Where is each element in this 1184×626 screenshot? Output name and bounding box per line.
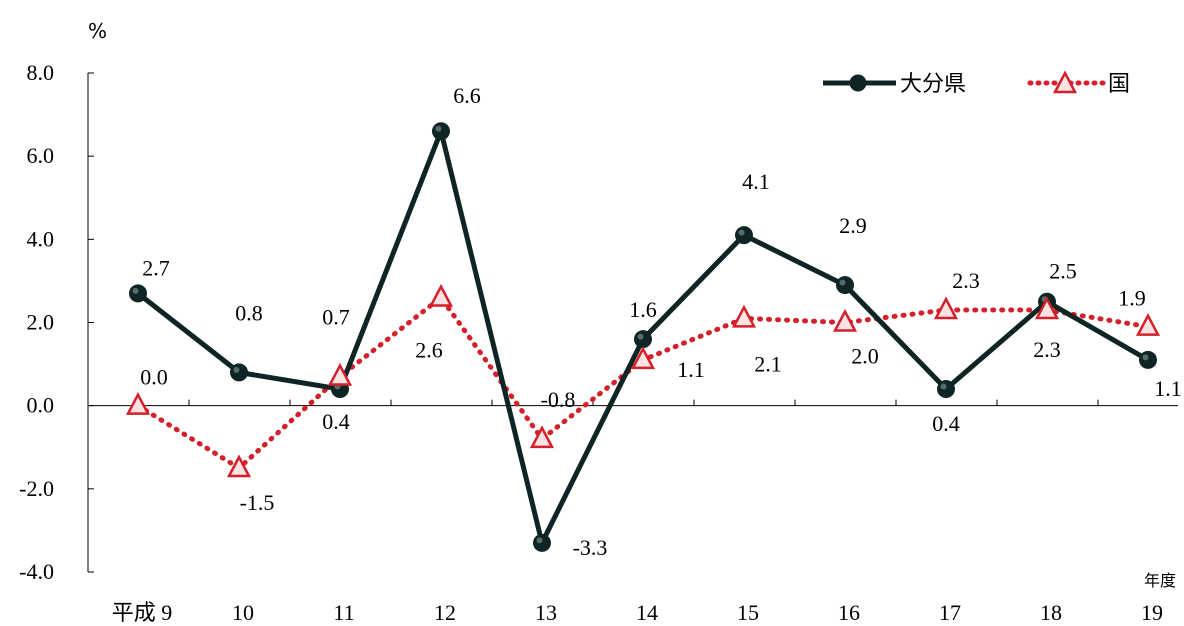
point-national	[529, 425, 555, 449]
data-label-oita: 6.6	[453, 83, 481, 108]
point-oita-highlight	[132, 287, 139, 294]
data-label-oita: 1.6	[629, 297, 657, 322]
x-tick-label: 16	[838, 600, 860, 625]
y-tick-label: 8.0	[27, 60, 55, 85]
y-tick-label: 6.0	[27, 143, 55, 168]
y-tick-label: 2.0	[27, 310, 55, 335]
point-oita-highlight	[1142, 354, 1149, 361]
point-oita	[432, 122, 450, 141]
data-label-oita: -3.3	[573, 535, 608, 560]
y-axis-unit-label: %	[88, 19, 107, 43]
data-label-national: 1.9	[1118, 286, 1146, 311]
y-tick-label: 0.0	[27, 393, 55, 418]
point-oita	[230, 363, 248, 382]
point-oita-highlight	[637, 333, 644, 340]
x-tick-label: 14	[636, 600, 658, 625]
point-oita-highlight	[940, 383, 947, 390]
data-label-national: -0.8	[541, 387, 576, 412]
point-oita-highlight	[839, 279, 846, 286]
point-oita	[129, 284, 147, 303]
x-tick-label: 13	[535, 600, 557, 625]
point-national	[630, 346, 656, 370]
y-tick-label: -4.0	[19, 559, 54, 584]
series-layer	[125, 122, 1161, 552]
data-label-national: -1.5	[240, 490, 275, 515]
point-oita-highlight	[738, 229, 745, 236]
point-national	[327, 362, 353, 386]
data-labels: 2.7 0.8 0.4 6.6 -3.3 1.6 4.1 2.9 0.4 2.5 1.1 0.0 -1.…	[140, 83, 1182, 560]
data-label-oita: 1.1	[1154, 376, 1182, 401]
point-oita	[735, 226, 753, 245]
point-national	[125, 391, 151, 415]
x-tick-label: 12	[434, 600, 456, 625]
legend-label-national: 国	[1108, 72, 1130, 97]
point-national	[1034, 296, 1060, 320]
data-label-oita: 0.4	[932, 411, 960, 436]
point-national	[731, 304, 757, 328]
data-label-oita: 2.9	[839, 213, 867, 238]
point-oita	[937, 380, 955, 399]
data-label-national: 2.6	[415, 338, 443, 363]
legend-label-oita: 大分県	[900, 72, 966, 97]
y-tick-label: 4.0	[27, 226, 55, 251]
point-oita-highlight	[233, 366, 240, 373]
data-label-oita: 4.1	[742, 169, 770, 194]
x-tick-label: 11	[333, 600, 354, 625]
point-oita	[533, 533, 551, 552]
y-tick-label: -2.0	[19, 476, 54, 501]
data-label-oita: 2.7	[142, 255, 170, 280]
axes: 8.0 6.0 4.0 2.0 0.0 -2.0 -4.0 平成 9 10 11 12 13 14 15 1…	[19, 60, 1178, 625]
data-label-national: 0.0	[140, 365, 168, 390]
x-tick-label: 17	[939, 600, 961, 625]
point-oita-highlight	[435, 125, 442, 132]
point-national	[226, 454, 252, 478]
x-tick-label: 19	[1141, 600, 1163, 625]
data-label-oita: 0.4	[322, 409, 350, 434]
point-oita	[836, 276, 854, 295]
data-label-national: 0.7	[322, 305, 350, 330]
x-tick-label: 18	[1040, 600, 1062, 625]
x-tick-label: 10	[232, 600, 254, 625]
data-label-national: 2.0	[851, 344, 879, 369]
data-label-oita: 2.5	[1049, 259, 1077, 284]
point-national	[428, 283, 454, 307]
data-label-oita: 0.8	[235, 300, 263, 325]
point-national	[832, 308, 858, 332]
x-axis-unit-label: 年度	[1144, 571, 1176, 590]
point-national	[933, 296, 959, 320]
legend-marker-national	[1052, 70, 1078, 94]
point-oita	[634, 330, 652, 349]
point-oita-highlight	[536, 537, 543, 544]
x-tick-label: 15	[737, 600, 759, 625]
data-label-national: 2.3	[1033, 337, 1061, 362]
data-label-national: 1.1	[677, 357, 705, 382]
point-oita	[1139, 350, 1157, 369]
point-national	[1135, 312, 1161, 336]
legend: 大分県 国	[823, 70, 1130, 97]
x-tick-label: 平成 9	[112, 600, 173, 625]
data-label-national: 2.3	[952, 268, 980, 293]
data-label-national: 2.1	[754, 351, 782, 376]
legend-marker-oita	[849, 74, 867, 92]
